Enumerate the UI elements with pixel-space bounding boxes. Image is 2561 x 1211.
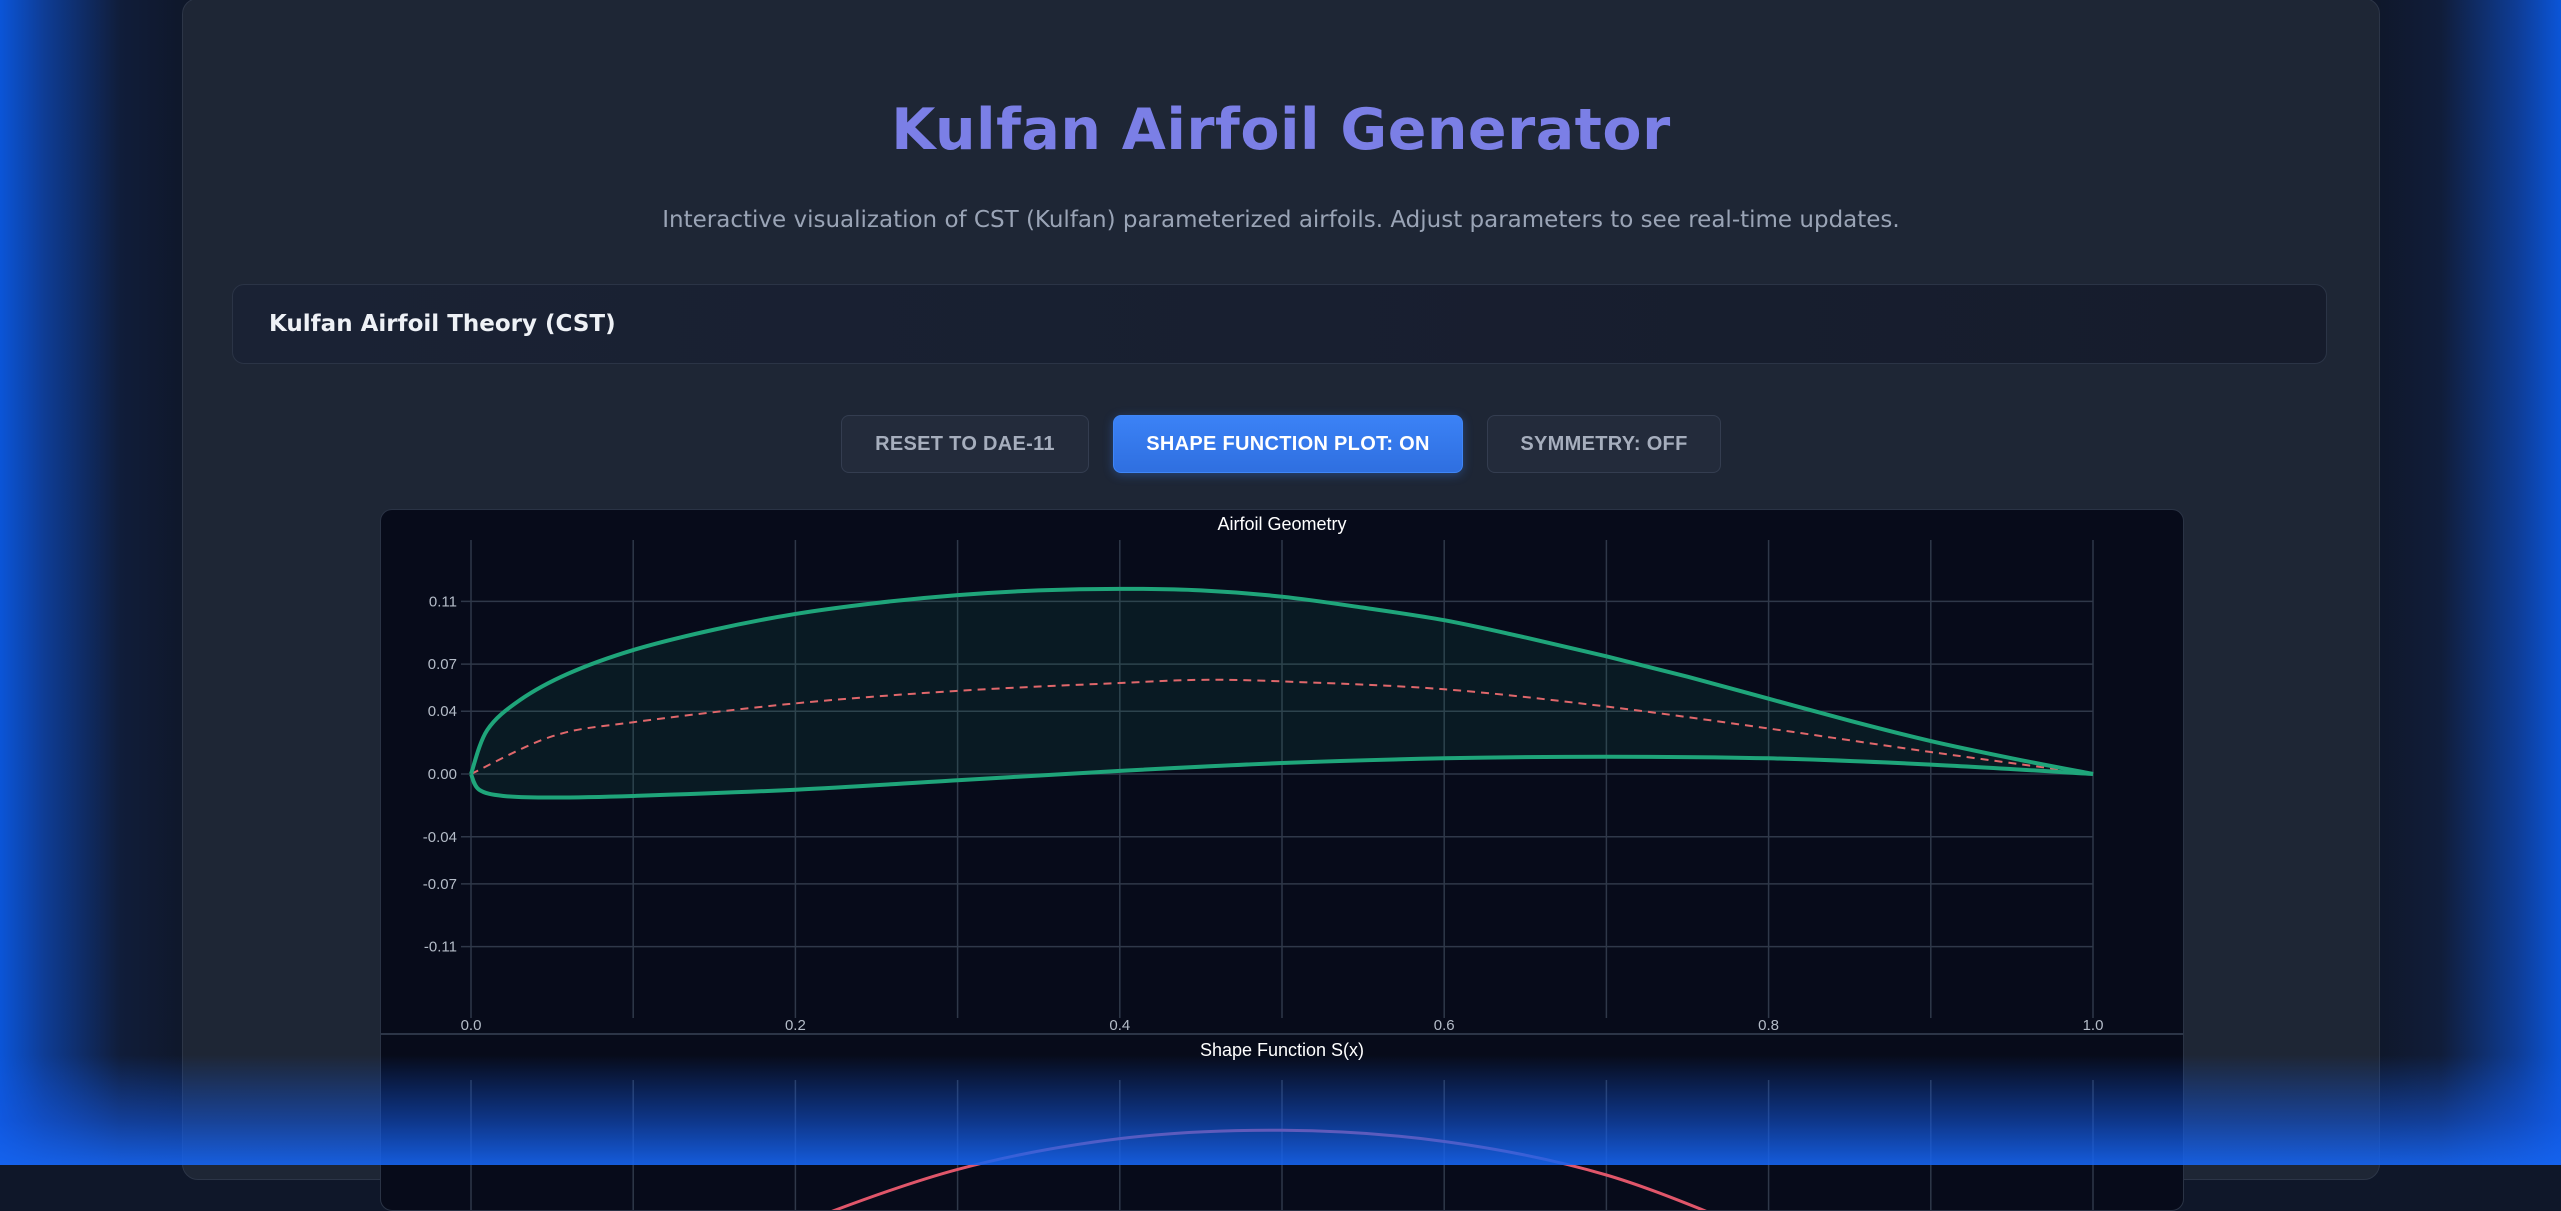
theory-section-header[interactable]: Kulfan Airfoil Theory (CST): [232, 284, 2327, 364]
y-tick-label: -0.04: [423, 829, 457, 846]
y-tick-label: 0.04: [428, 703, 457, 720]
y-tick-label: -0.11: [424, 939, 457, 956]
y-tick-label: 0.07: [428, 656, 457, 673]
x-tick-label: 0.6: [1434, 1017, 1455, 1034]
page-subtitle: Interactive visualization of CST (Kulfan…: [662, 207, 1900, 233]
x-tick-label: 0.4: [1109, 1017, 1130, 1034]
y-tick-label: 0.00: [428, 766, 457, 783]
theory-section-label: Kulfan Airfoil Theory (CST): [269, 311, 616, 337]
airfoil-charts: 0.11 0.07 0.04 0.00 -0.04 -0.07 -0.11 0.0 0.2 0.4…: [381, 514, 2183, 1210]
x-tick-label: 0.8: [1758, 1017, 1779, 1034]
shape-function-toggle-button[interactable]: SHAPE FUNCTION PLOT: ON: [1113, 415, 1463, 473]
x-tick-label: 1.0: [2083, 1017, 2104, 1034]
page-title: Kulfan Airfoil Generator: [891, 97, 1671, 163]
chart-panel: 0.11 0.07 0.04 0.00 -0.04 -0.07 -0.11 0.0 0.2 0.4…: [380, 509, 2184, 1211]
y-tick-label: -0.07: [423, 876, 457, 893]
x-tick-label: 0.0: [461, 1017, 482, 1034]
symmetry-toggle-label: SYMMETRY: OFF: [1520, 432, 1688, 455]
shape-function-toggle-label: SHAPE FUNCTION PLOT: ON: [1146, 432, 1430, 455]
chart-title-shape-function: Shape Function S(x): [1200, 1040, 1364, 1060]
upper-surface-line: [469, 586, 2094, 776]
symmetry-toggle-button[interactable]: SYMMETRY: OFF: [1487, 415, 1721, 473]
reset-button-label: RESET TO DAE-11: [875, 432, 1055, 455]
y-tick-label: 0.11: [429, 593, 457, 610]
reset-button[interactable]: RESET TO DAE-11: [841, 415, 1089, 473]
chart-title-airfoil: Airfoil Geometry: [1217, 514, 1346, 534]
lower-surface-line: [469, 754, 2094, 800]
x-tick-label: 0.2: [785, 1017, 806, 1034]
shape-function-line: [831, 1128, 1707, 1210]
camber-line: [470, 678, 2094, 775]
airfoil-fill: [471, 588, 2093, 798]
main-card: Kulfan Airfoil Generator Interactive vis…: [182, 0, 2380, 1211]
